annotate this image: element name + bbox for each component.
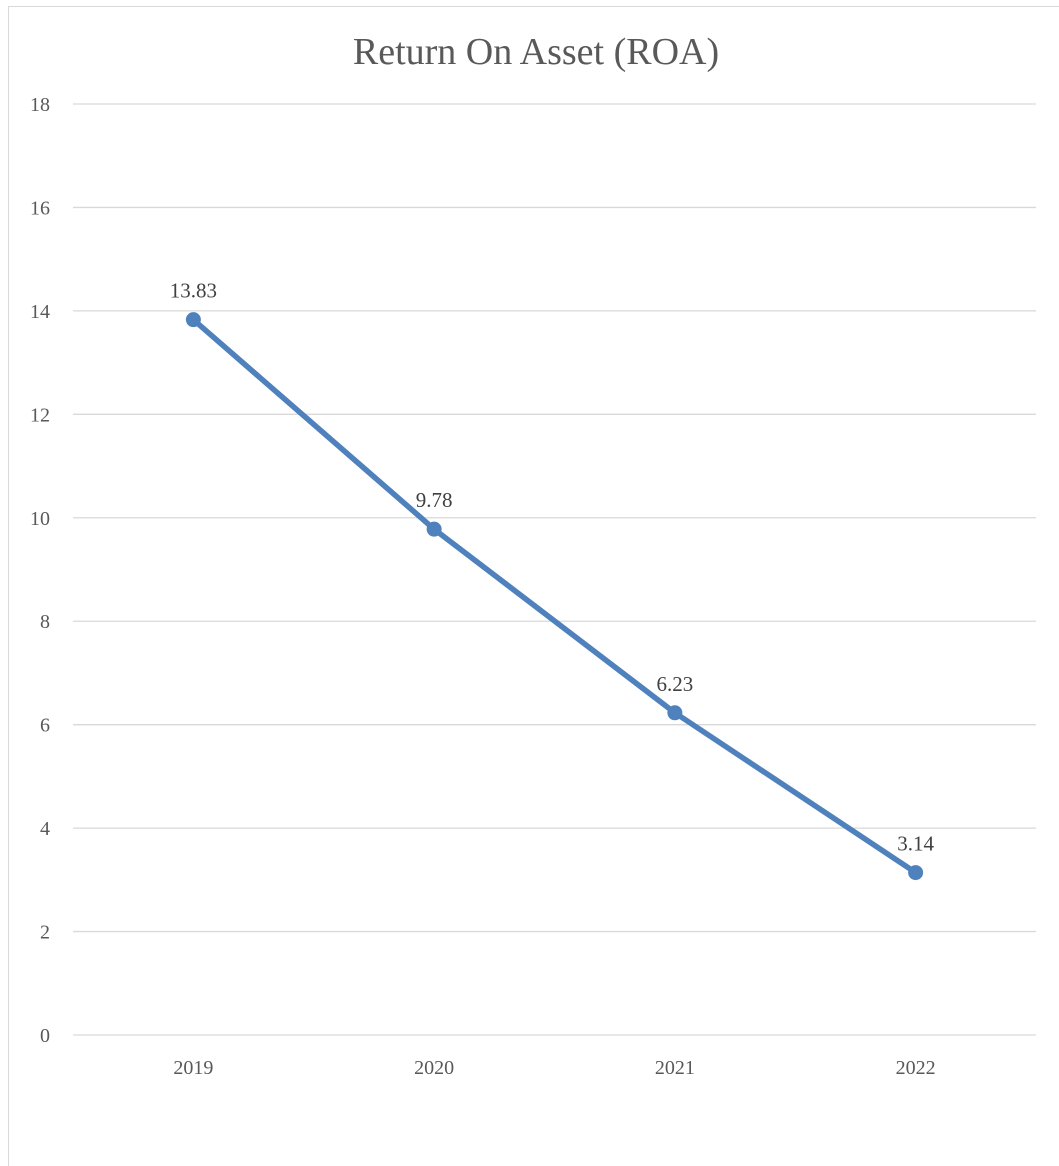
y-tick-label: 2	[40, 922, 50, 944]
series-line	[190, 316, 919, 876]
data-labels: 13.83 9.78 6.23 3.14	[170, 279, 935, 856]
y-axis-tick-labels: 0 2 4 6 8 10 12 14 16 18	[30, 94, 50, 1047]
data-point-2021	[667, 705, 683, 721]
gridlines	[73, 103, 1036, 1036]
data-point-2020	[426, 521, 442, 537]
y-tick-label: 14	[30, 301, 50, 323]
y-tick-label: 10	[30, 508, 50, 530]
data-label-2022: 3.14	[897, 832, 934, 856]
chart-title: Return On Asset (ROA)	[353, 31, 719, 73]
data-point-2019	[185, 312, 201, 328]
data-label-2019: 13.83	[170, 279, 217, 303]
y-tick-label: 12	[30, 404, 50, 426]
data-label-2020: 9.78	[416, 488, 453, 512]
y-tick-label: 4	[40, 818, 50, 840]
x-axis-tick-labels: 2019 2020 2021 2022	[173, 1057, 935, 1079]
y-tick-label: 8	[40, 611, 50, 633]
x-tick-label: 2019	[173, 1057, 213, 1079]
y-tick-label: 18	[30, 94, 50, 116]
x-tick-label: 2020	[414, 1057, 454, 1079]
chart-frame	[8, 6, 1059, 1166]
x-tick-label: 2021	[655, 1057, 695, 1079]
y-tick-label: 16	[30, 197, 50, 219]
series-layer	[185, 312, 924, 881]
y-tick-label: 6	[40, 715, 50, 737]
x-tick-label: 2022	[896, 1057, 936, 1079]
data-label-2021: 6.23	[657, 672, 694, 696]
y-tick-label: 0	[40, 1025, 50, 1047]
data-point-2022	[908, 865, 924, 881]
